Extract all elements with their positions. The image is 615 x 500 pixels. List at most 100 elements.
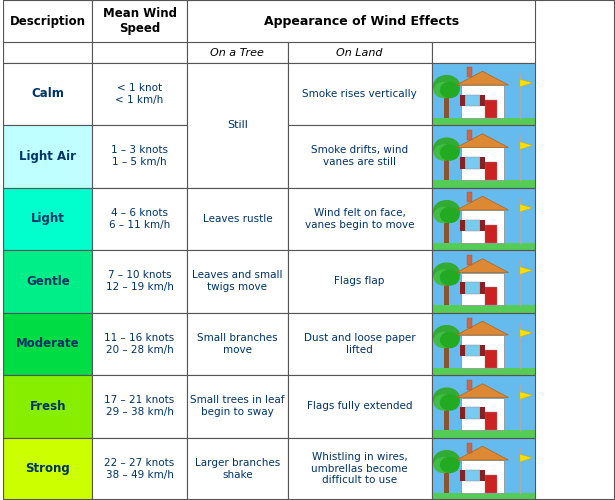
Bar	[485, 287, 497, 305]
Bar	[467, 68, 472, 78]
Bar	[444, 219, 449, 242]
Polygon shape	[456, 71, 509, 85]
Bar	[432, 438, 536, 500]
Bar	[480, 220, 485, 231]
Text: Dust and loose paper
lifted: Dust and loose paper lifted	[304, 333, 416, 354]
Bar	[288, 62, 432, 125]
Bar	[432, 312, 536, 375]
Text: Mean Wind
Speed: Mean Wind Speed	[103, 7, 177, 35]
Polygon shape	[520, 142, 533, 150]
Bar	[485, 162, 497, 180]
Text: Gentle: Gentle	[26, 275, 69, 288]
Polygon shape	[520, 204, 533, 212]
Bar	[432, 305, 536, 312]
Bar	[288, 125, 432, 188]
Bar	[465, 157, 480, 168]
Text: 1 – 3 knots
1 – 5 km/h: 1 – 3 knots 1 – 5 km/h	[111, 146, 168, 167]
Text: Light Air: Light Air	[19, 150, 76, 163]
Bar	[461, 407, 465, 418]
Bar	[432, 242, 536, 250]
Bar	[461, 94, 465, 106]
Circle shape	[440, 332, 459, 347]
Text: 7 – 10 knots
12 – 19 km/h: 7 – 10 knots 12 – 19 km/h	[106, 270, 173, 292]
Polygon shape	[520, 392, 533, 400]
Circle shape	[440, 395, 459, 410]
Circle shape	[434, 388, 459, 409]
Bar	[4, 375, 92, 438]
Bar	[461, 272, 504, 305]
Circle shape	[440, 208, 459, 222]
Bar	[92, 312, 187, 375]
Bar	[444, 344, 449, 368]
Polygon shape	[456, 259, 509, 272]
Bar	[187, 250, 288, 312]
Text: Wind felt on face,
vanes begin to move: Wind felt on face, vanes begin to move	[305, 208, 415, 230]
Bar	[444, 94, 449, 118]
Text: Flags flap: Flags flap	[335, 276, 385, 286]
Polygon shape	[456, 321, 509, 335]
Bar	[4, 42, 92, 62]
Text: Appearance of Wind Effects: Appearance of Wind Effects	[264, 14, 459, 28]
Text: < 1 knot
< 1 km/h: < 1 knot < 1 km/h	[116, 83, 164, 104]
Polygon shape	[520, 454, 533, 462]
Bar	[288, 250, 432, 312]
Bar	[432, 250, 536, 312]
Bar	[465, 345, 480, 356]
Text: Calm: Calm	[31, 87, 64, 100]
Bar	[432, 312, 536, 375]
Bar	[461, 220, 465, 231]
Bar	[288, 438, 432, 500]
Circle shape	[440, 82, 459, 98]
Polygon shape	[456, 384, 509, 398]
Bar	[461, 85, 504, 117]
Bar	[432, 125, 536, 188]
Bar	[4, 188, 92, 250]
Bar	[92, 62, 187, 125]
Bar	[92, 0, 187, 42]
Bar	[485, 474, 497, 492]
Bar	[461, 157, 465, 168]
Bar	[92, 125, 187, 188]
Bar	[465, 94, 480, 106]
Bar	[465, 407, 480, 418]
Text: On a Tree: On a Tree	[210, 48, 264, 58]
Text: 4 – 6 knots
6 – 11 km/h: 4 – 6 knots 6 – 11 km/h	[109, 208, 170, 230]
Bar	[480, 470, 485, 481]
Bar	[432, 188, 536, 250]
Bar	[480, 94, 485, 106]
Bar	[480, 345, 485, 356]
Text: Whistling in wires,
umbrellas become
difficult to use: Whistling in wires, umbrellas become dif…	[311, 452, 408, 486]
Text: Light: Light	[31, 212, 65, 225]
Bar	[461, 470, 465, 481]
Bar	[288, 42, 432, 62]
Bar	[92, 375, 187, 438]
Bar	[432, 375, 536, 438]
Bar	[461, 335, 504, 368]
Text: Description: Description	[10, 14, 85, 28]
Bar	[92, 188, 187, 250]
Bar	[288, 375, 432, 438]
Bar	[485, 412, 497, 430]
Bar	[187, 312, 288, 375]
Text: Larger branches
shake: Larger branches shake	[195, 458, 280, 479]
Bar	[467, 318, 472, 328]
Bar	[432, 62, 536, 125]
Bar	[444, 156, 449, 180]
Circle shape	[434, 270, 453, 285]
Bar	[465, 220, 480, 231]
Bar	[461, 460, 504, 492]
Bar	[480, 157, 485, 168]
Polygon shape	[456, 446, 509, 460]
Text: Strong: Strong	[25, 462, 70, 475]
Bar	[432, 125, 536, 188]
Bar	[444, 281, 449, 305]
Bar	[465, 470, 480, 481]
Bar	[92, 42, 187, 62]
Bar	[461, 282, 465, 294]
Circle shape	[434, 138, 459, 160]
Bar	[187, 42, 288, 62]
Bar	[444, 406, 449, 430]
Bar	[467, 192, 472, 202]
Circle shape	[434, 263, 459, 284]
Bar	[4, 250, 92, 312]
